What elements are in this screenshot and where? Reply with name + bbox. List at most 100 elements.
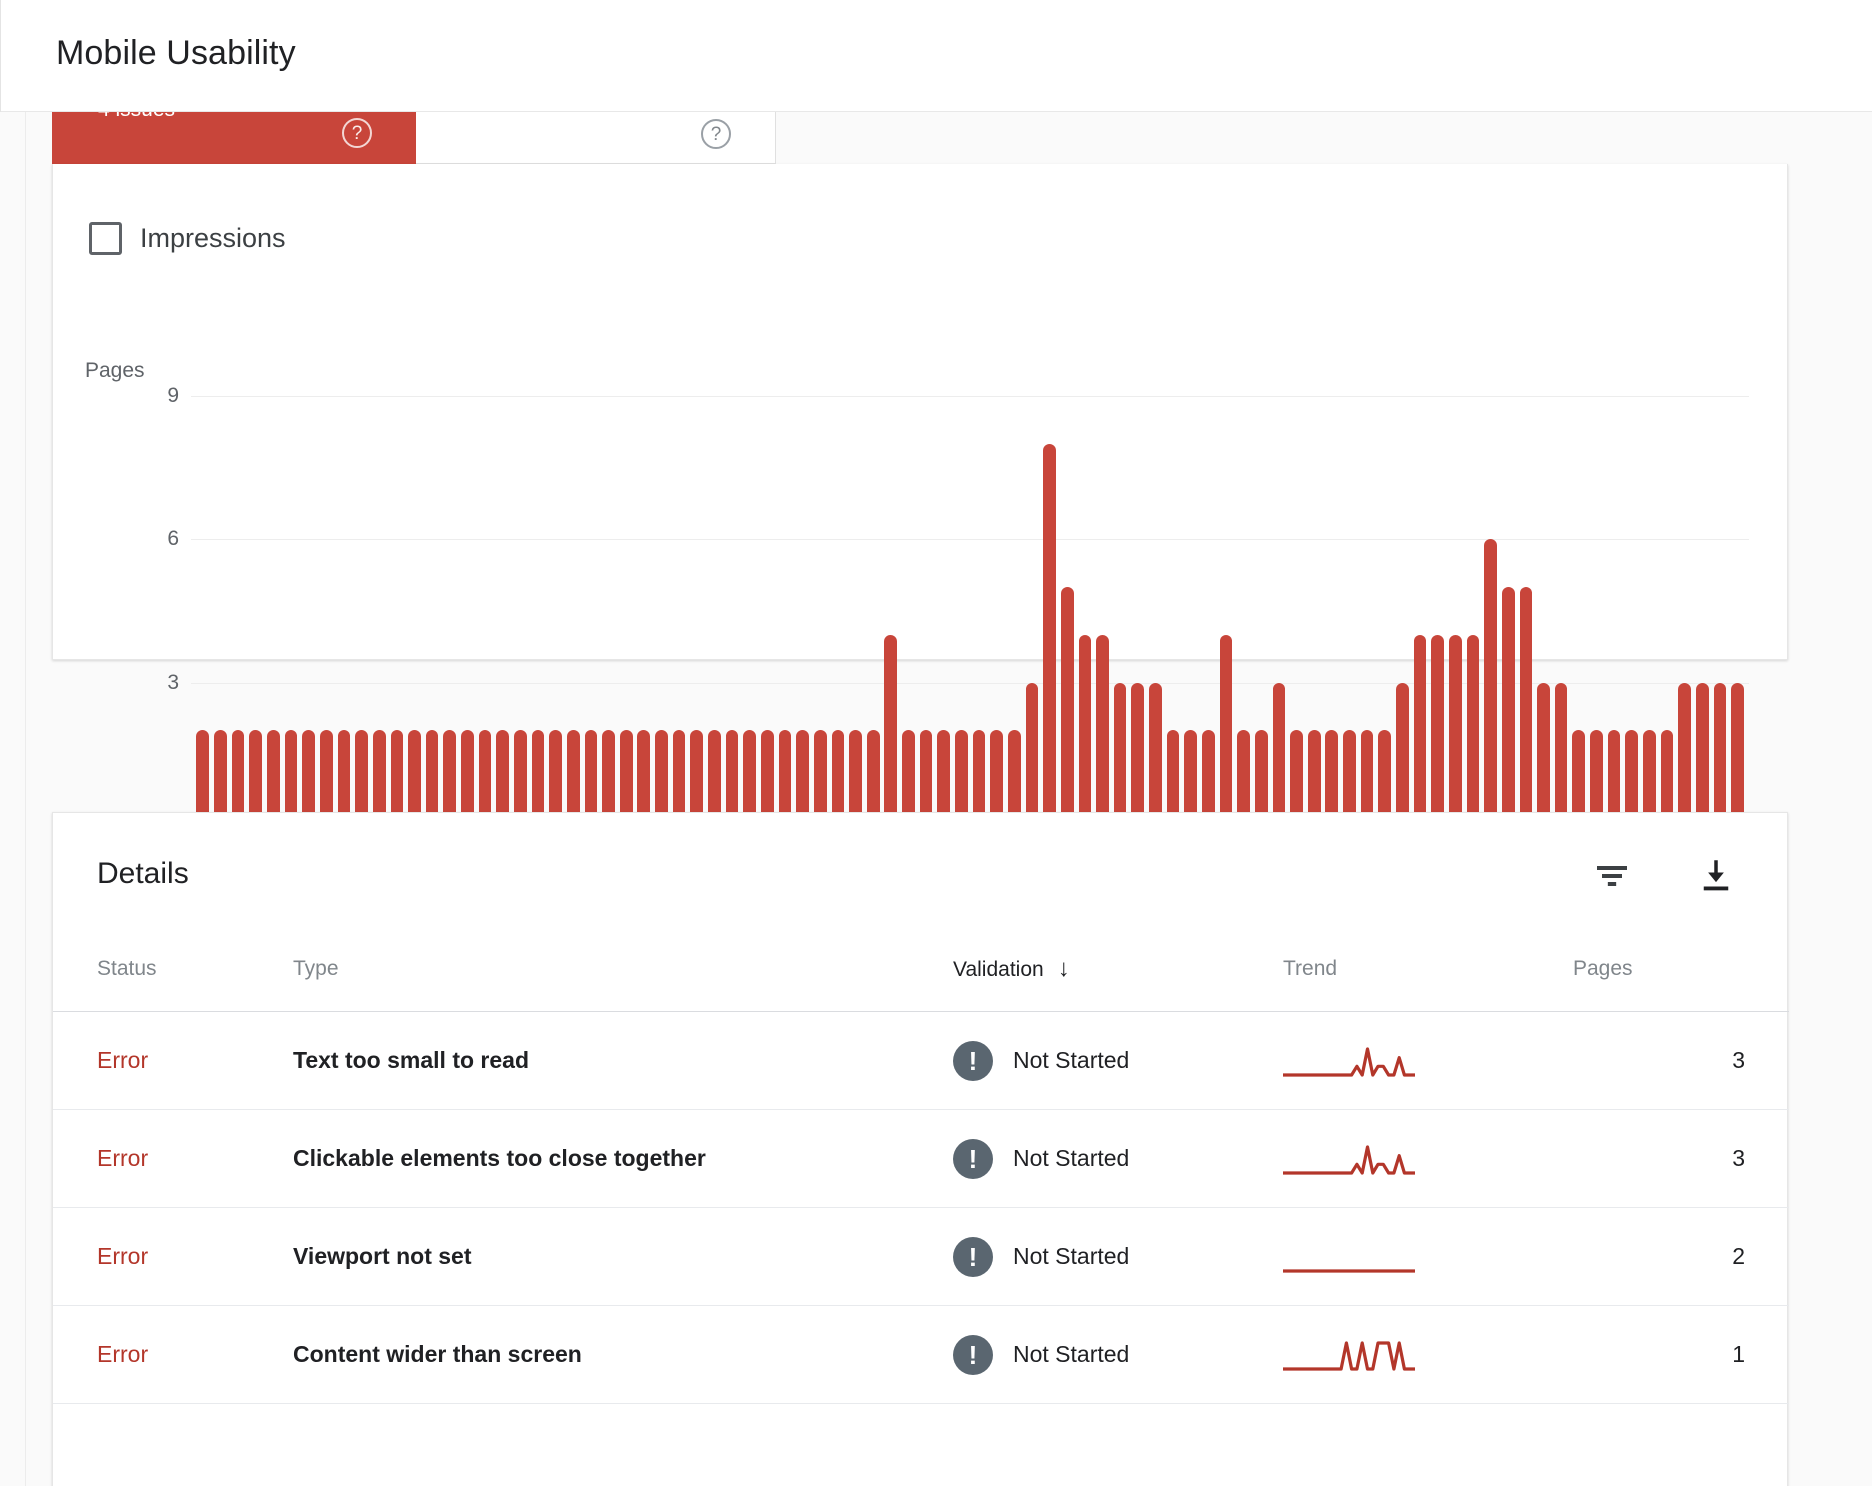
chart-bar[interactable] xyxy=(706,730,724,826)
chart-bar[interactable] xyxy=(1552,682,1570,826)
chart-bar[interactable] xyxy=(1252,730,1270,826)
chart-bar[interactable] xyxy=(1446,634,1464,826)
column-header-pages[interactable]: Pages xyxy=(1573,941,1789,1012)
chart-bar[interactable] xyxy=(547,730,565,826)
chart-bar[interactable] xyxy=(194,730,212,826)
chart-bar[interactable] xyxy=(265,730,283,826)
filter-icon[interactable] xyxy=(1591,855,1633,897)
chart-bar[interactable] xyxy=(1588,730,1606,826)
chart-bar[interactable] xyxy=(988,730,1006,826)
chart-bar[interactable] xyxy=(1411,634,1429,826)
chart-bar[interactable] xyxy=(864,730,882,826)
chart-bar[interactable] xyxy=(1129,682,1147,826)
chart-bar[interactable] xyxy=(1005,730,1023,826)
help-icon[interactable]: ? xyxy=(701,119,731,149)
chart-bar[interactable] xyxy=(829,730,847,826)
chart-bar[interactable] xyxy=(635,730,653,826)
status-card-issues[interactable]: 4 issues ? xyxy=(52,112,416,164)
chart-bar[interactable] xyxy=(1464,634,1482,826)
chart-bar[interactable] xyxy=(1711,682,1729,826)
chart-bar[interactable] xyxy=(441,730,459,826)
chart-bar[interactable] xyxy=(1729,682,1747,826)
chart-bar[interactable] xyxy=(335,730,353,826)
chart-bar[interactable] xyxy=(1676,682,1694,826)
chart-bar[interactable] xyxy=(1358,730,1376,826)
chart-bar[interactable] xyxy=(459,730,477,826)
help-icon[interactable]: ? xyxy=(342,118,372,148)
chart-bar[interactable] xyxy=(847,730,865,826)
table-row[interactable]: Error Viewport not set! Not Started 2 xyxy=(53,1207,1789,1306)
chart-bar[interactable] xyxy=(1094,634,1112,826)
chart-bar[interactable] xyxy=(1693,682,1711,826)
legend-impressions-toggle[interactable]: Impressions xyxy=(89,222,286,255)
chart-bar[interactable] xyxy=(229,730,247,826)
chart-bar[interactable] xyxy=(1658,730,1676,826)
chart-bar[interactable] xyxy=(1499,587,1517,826)
chart-bar[interactable] xyxy=(247,730,265,826)
chart-bar[interactable] xyxy=(723,730,741,826)
chart-bar[interactable] xyxy=(1041,443,1059,826)
chart-bar[interactable] xyxy=(617,730,635,826)
chart-bar[interactable] xyxy=(759,730,777,826)
chart-bar[interactable] xyxy=(1235,730,1253,826)
impressions-checkbox[interactable] xyxy=(89,222,122,255)
chart-bar[interactable] xyxy=(1376,730,1394,826)
table-row[interactable]: Error Text too small to read! Not Started 3 xyxy=(53,1011,1789,1110)
status-card-valid[interactable]: ? xyxy=(416,112,776,164)
chart-bar[interactable] xyxy=(1147,682,1165,826)
chart-bar[interactable] xyxy=(529,730,547,826)
chart-bar[interactable] xyxy=(406,730,424,826)
column-header-trend[interactable]: Trend xyxy=(1283,941,1573,1012)
chart-bar[interactable] xyxy=(388,730,406,826)
chart-bar[interactable] xyxy=(1323,730,1341,826)
chart-bar[interactable] xyxy=(794,730,812,826)
chart-bar[interactable] xyxy=(582,730,600,826)
chart-bar[interactable] xyxy=(1341,730,1359,826)
chart-bar[interactable] xyxy=(1058,587,1076,826)
chart-bar[interactable] xyxy=(300,730,318,826)
chart-bar[interactable] xyxy=(1164,730,1182,826)
chart-bar[interactable] xyxy=(1482,539,1500,826)
chart-bar[interactable] xyxy=(476,730,494,826)
chart-bar[interactable] xyxy=(741,730,759,826)
table-row[interactable]: Error Clickable elements too close togeth… xyxy=(53,1109,1789,1208)
column-header-status[interactable]: Status xyxy=(53,941,293,1012)
chart-bar[interactable] xyxy=(917,730,935,826)
chart-bar[interactable] xyxy=(423,730,441,826)
chart-bar[interactable] xyxy=(1023,682,1041,826)
chart-bar[interactable] xyxy=(1535,682,1553,826)
chart-bar[interactable] xyxy=(900,730,918,826)
chart-bar[interactable] xyxy=(970,730,988,826)
chart-bar[interactable] xyxy=(564,730,582,826)
column-header-type[interactable]: Type xyxy=(293,941,953,1012)
chart-bar[interactable] xyxy=(1517,587,1535,826)
chart-bar[interactable] xyxy=(1182,730,1200,826)
chart-bar[interactable] xyxy=(370,730,388,826)
chart-bar[interactable] xyxy=(1200,730,1218,826)
download-icon[interactable] xyxy=(1695,855,1737,897)
chart-bar[interactable] xyxy=(1305,730,1323,826)
chart-bar[interactable] xyxy=(1111,682,1129,826)
chart-bar[interactable] xyxy=(670,730,688,826)
chart-bar[interactable] xyxy=(776,730,794,826)
chart-bar[interactable] xyxy=(882,634,900,826)
chart-bar[interactable] xyxy=(512,730,530,826)
chart-bar[interactable] xyxy=(688,730,706,826)
chart-bar[interactable] xyxy=(1429,634,1447,826)
chart-bar[interactable] xyxy=(1288,730,1306,826)
table-row[interactable]: Error Content wider than screen! Not Start… xyxy=(53,1305,1789,1404)
chart-bar[interactable] xyxy=(600,730,618,826)
chart-bar[interactable] xyxy=(653,730,671,826)
chart-bar[interactable] xyxy=(1076,634,1094,826)
chart-bar[interactable] xyxy=(935,730,953,826)
chart-bar[interactable] xyxy=(1394,682,1412,826)
chart-bar[interactable] xyxy=(212,730,230,826)
chart-bar[interactable] xyxy=(317,730,335,826)
chart-bar[interactable] xyxy=(494,730,512,826)
chart-bar[interactable] xyxy=(953,730,971,826)
chart-bar[interactable] xyxy=(1623,730,1641,826)
chart-bar[interactable] xyxy=(811,730,829,826)
chart-bar[interactable] xyxy=(1605,730,1623,826)
chart-bar[interactable] xyxy=(1217,634,1235,826)
chart-bar[interactable] xyxy=(1570,730,1588,826)
